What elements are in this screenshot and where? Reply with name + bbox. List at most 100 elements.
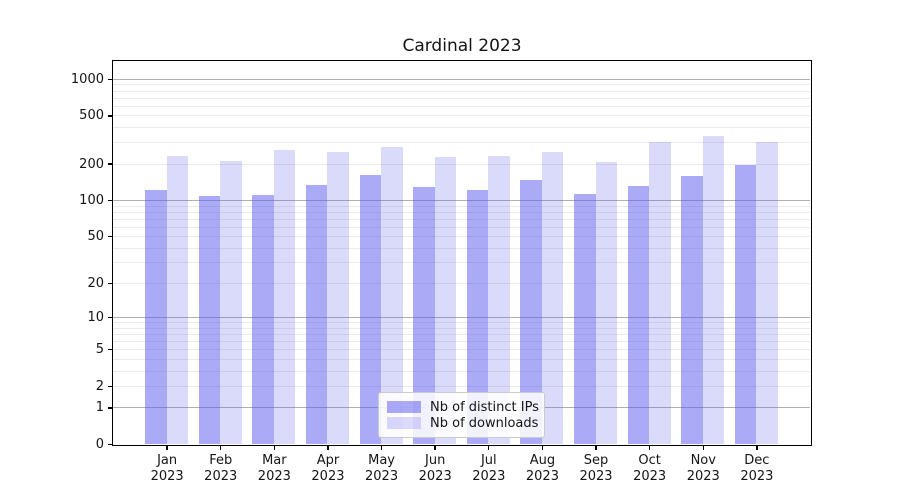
x-tick-label: Jun 2023	[418, 453, 452, 484]
bar-distinct-ips	[306, 184, 328, 444]
x-tick-label: Mar 2023	[257, 453, 291, 484]
bar-distinct-ips	[520, 179, 542, 444]
x-tick-mark	[488, 446, 490, 450]
y-tick-mark	[108, 115, 112, 117]
bar-downloads	[381, 147, 403, 444]
y-gridline-minor	[113, 205, 810, 207]
legend-swatch-downloads	[387, 417, 421, 429]
y-tick-mark	[108, 349, 112, 351]
y-gridline-minor	[113, 247, 810, 249]
y-gridline-minor	[113, 211, 810, 213]
bar-downloads	[166, 155, 189, 444]
x-tick-label: Feb 2023	[204, 453, 238, 484]
y-gridline-minor	[113, 262, 810, 264]
y-tick-label: 0	[95, 437, 104, 452]
y-tick-mark	[108, 199, 112, 202]
x-tick-label: May 2023	[365, 453, 399, 484]
bar-downloads	[273, 149, 296, 444]
bar-distinct-ips	[359, 174, 382, 444]
y-gridline-minor	[113, 142, 810, 144]
y-tick-mark	[108, 78, 112, 80]
x-tick-label: Sep 2023	[579, 453, 613, 484]
y-gridline-minor	[113, 226, 810, 228]
y-tick-label: 20	[87, 276, 104, 292]
y-gridline-minor	[113, 327, 810, 329]
x-tick-label: Jul 2023	[472, 453, 506, 484]
bar-downloads	[702, 135, 725, 444]
y-gridline-minor	[113, 334, 810, 336]
x-tick-mark	[541, 446, 544, 450]
y-gridline-minor	[113, 218, 810, 220]
x-tick-mark	[702, 446, 704, 450]
x-tick-label: Apr 2023	[311, 453, 345, 484]
bar-distinct-ips	[466, 190, 489, 444]
y-tick-label: 500	[79, 108, 104, 124]
y-gridline-minor	[113, 236, 810, 238]
y-tick-label: 200	[79, 156, 104, 172]
legend-swatch-distinct-ips	[387, 401, 421, 413]
bar-distinct-ips	[681, 175, 703, 444]
bar-distinct-ips	[574, 194, 596, 444]
legend-item-downloads: Nb of downloads	[387, 415, 539, 431]
x-tick-mark	[327, 446, 329, 450]
y-gridline-minor	[113, 115, 810, 117]
x-tick-mark	[648, 446, 651, 450]
legend-label-distinct-ips: Nb of distinct IPs	[430, 399, 539, 415]
x-tick-mark	[273, 446, 276, 450]
x-tick-mark	[380, 446, 383, 450]
legend-item-distinct-ips: Nb of distinct IPs	[387, 399, 539, 415]
bar-downloads	[220, 160, 242, 444]
y-tick-label: 100	[79, 193, 104, 209]
y-tick-label: 1	[95, 400, 104, 416]
x-tick-mark	[595, 446, 597, 450]
bar-distinct-ips	[413, 187, 435, 444]
y-tick-label: 10	[87, 310, 104, 326]
y-gridline-minor	[113, 283, 810, 285]
y-tick-label: 50	[87, 229, 104, 245]
x-tick-mark	[166, 446, 168, 450]
bar-distinct-ips	[734, 164, 757, 444]
bar-distinct-ips	[252, 194, 274, 444]
y-gridline-minor	[113, 105, 810, 107]
bar-downloads	[434, 156, 457, 444]
x-tick-mark	[220, 446, 222, 450]
legend: Nb of distinct IPs Nb of downloads	[378, 392, 545, 438]
y-tick-mark	[108, 443, 112, 446]
y-gridline-minor	[113, 322, 810, 324]
bar-downloads	[756, 142, 778, 444]
bar-downloads	[595, 161, 617, 444]
x-tick-label: Oct 2023	[633, 453, 667, 484]
y-tick-mark	[108, 385, 112, 388]
y-gridline-minor	[113, 385, 810, 387]
y-tick-label: 1000	[70, 71, 104, 87]
y-tick-label: 2	[95, 378, 104, 394]
x-tick-label: Aug 2023	[525, 453, 559, 484]
x-tick-label: Jan 2023	[150, 453, 184, 484]
y-gridline-minor	[113, 90, 810, 92]
y-gridline-major	[113, 200, 810, 202]
bar-distinct-ips	[198, 195, 221, 444]
y-gridline-minor	[113, 349, 810, 351]
y-tick-mark	[108, 317, 112, 319]
y-gridline-major	[113, 317, 810, 319]
y-gridline-minor	[113, 84, 810, 86]
y-gridline-major	[113, 78, 810, 80]
bar-downloads	[488, 156, 510, 444]
bar-downloads	[327, 151, 349, 444]
y-tick-mark	[108, 282, 112, 285]
y-gridline-minor	[113, 97, 810, 99]
legend-label-downloads: Nb of downloads	[430, 415, 539, 431]
x-tick-label: Nov 2023	[686, 453, 720, 484]
y-gridline-minor	[113, 127, 810, 129]
y-tick-mark	[108, 235, 112, 238]
plot-area	[112, 60, 812, 446]
x-tick-mark	[756, 446, 758, 450]
y-tick-mark	[108, 407, 112, 409]
y-gridline-minor	[113, 370, 810, 372]
bar-downloads	[649, 142, 671, 444]
y-tick-label: 5	[95, 342, 104, 358]
x-tick-label: Dec 2023	[740, 453, 774, 484]
bar-distinct-ips	[145, 190, 167, 444]
y-gridline-minor	[113, 341, 810, 343]
